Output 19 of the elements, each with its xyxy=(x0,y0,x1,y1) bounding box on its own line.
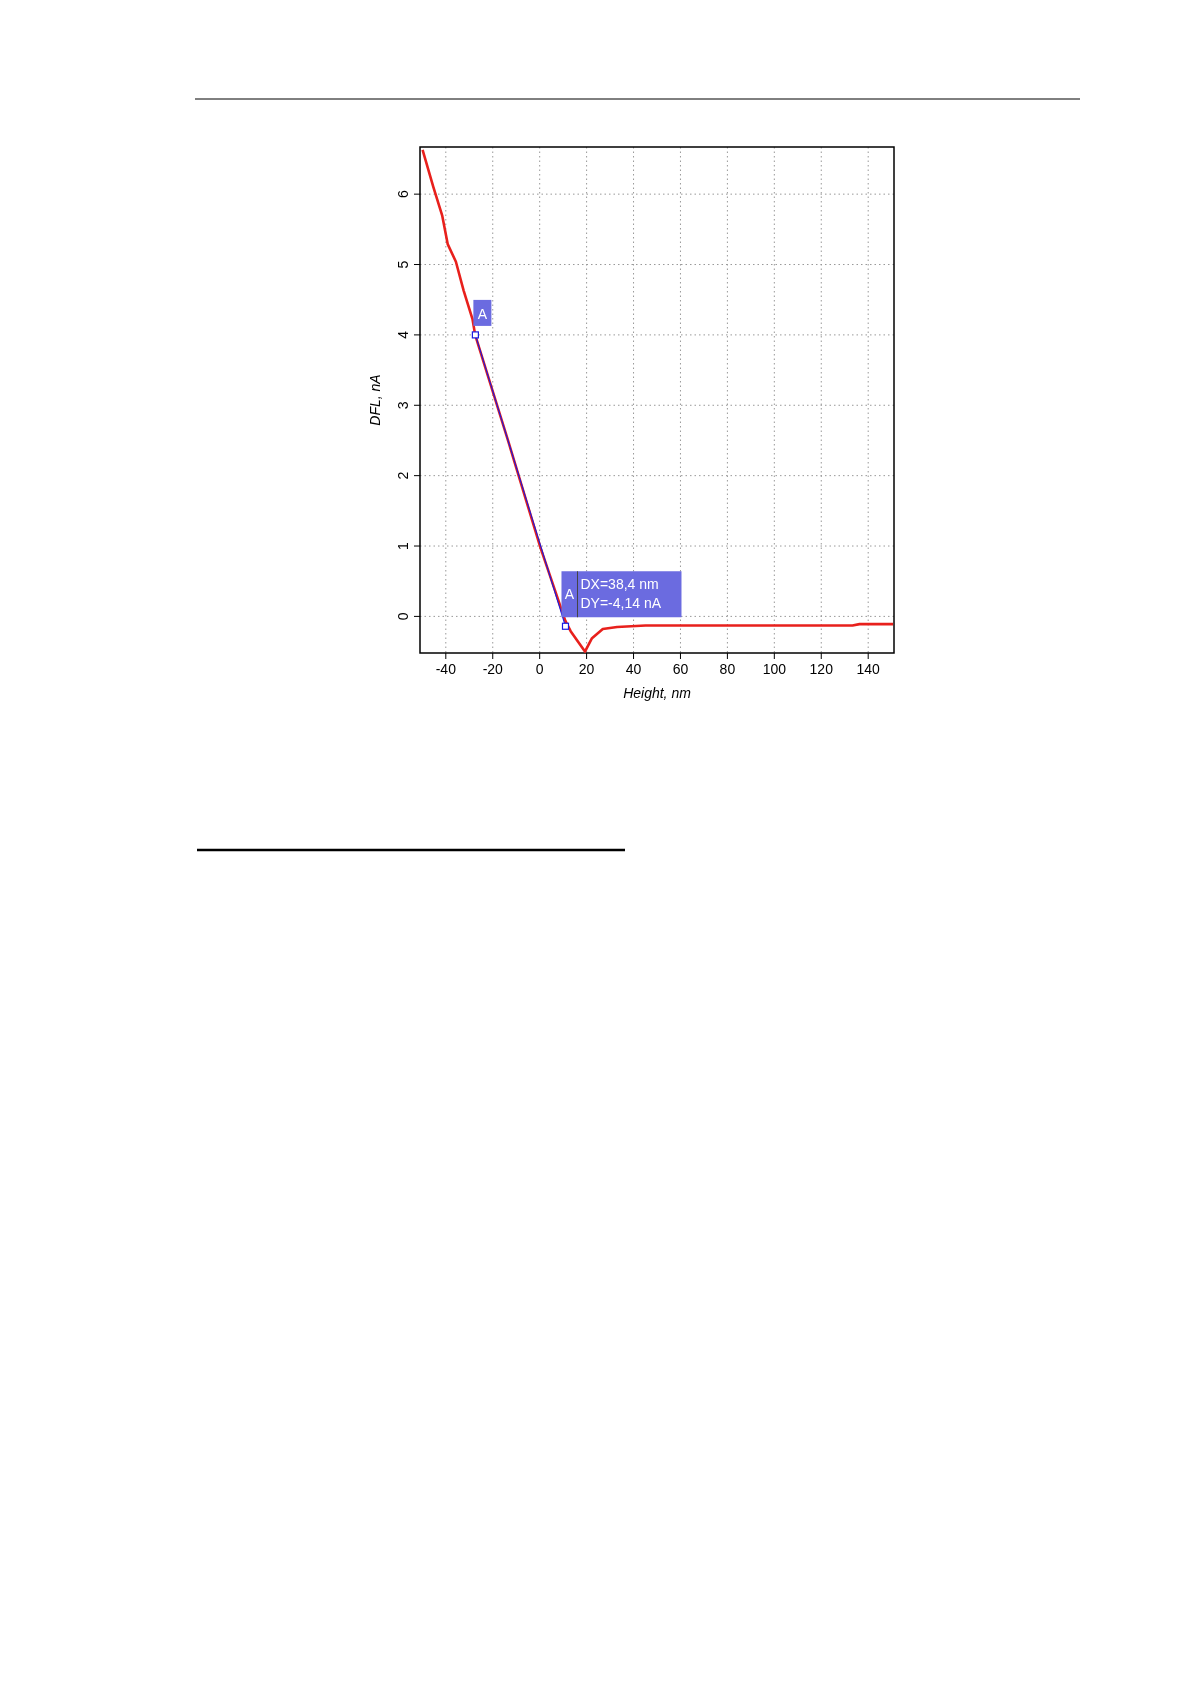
x-tick-label: 0 xyxy=(535,661,544,677)
x-tick-label: -20 xyxy=(482,661,504,677)
y-tick-label: 6 xyxy=(395,190,411,199)
x-tick-label: 120 xyxy=(809,661,834,677)
y-tick-label: 2 xyxy=(395,471,411,480)
y-tick-label: 3 xyxy=(395,401,411,410)
x-tick-label: 80 xyxy=(719,661,736,677)
y-tick-label: 4 xyxy=(395,330,411,339)
y-axis-title: DFL, nA xyxy=(367,374,383,426)
x-tick-label: 60 xyxy=(672,661,689,677)
x-tick-label: 100 xyxy=(762,661,787,677)
y-tick-label: 1 xyxy=(395,541,411,550)
y-tick-label: 5 xyxy=(395,260,411,269)
x-tick-label: 20 xyxy=(578,661,595,677)
x-tick-label: 40 xyxy=(625,661,642,677)
x-axis-title: Height, nm xyxy=(623,685,692,701)
y-tick-label: 0 xyxy=(395,612,411,621)
x-tick-label: -40 xyxy=(435,661,457,677)
x-tick-label: 140 xyxy=(856,661,881,677)
